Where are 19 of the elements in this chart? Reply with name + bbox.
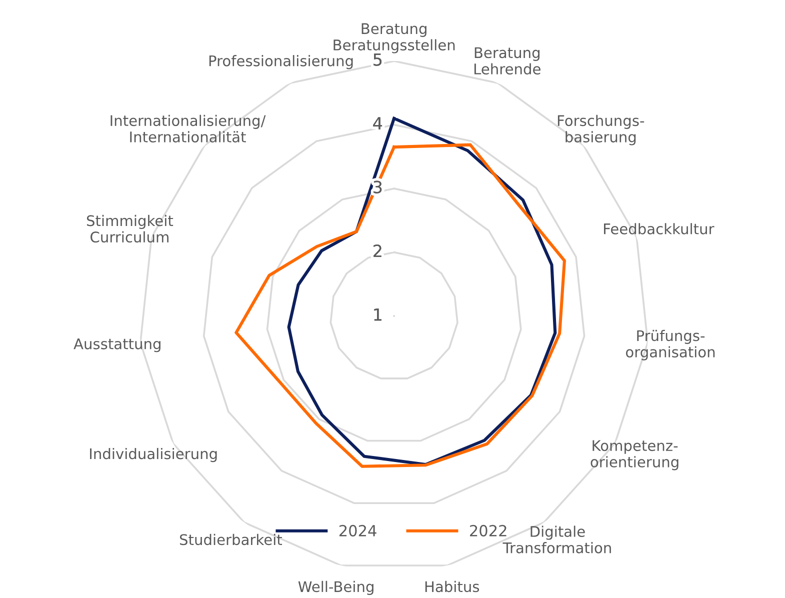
y-tick-label: 1 [374, 308, 382, 321]
spoke-label: Stimmigkeit Curriculum [86, 214, 174, 243]
y-tick-label: 4 [373, 117, 382, 130]
legend-label: 2024 [339, 524, 376, 536]
spoke-label: Habitus [425, 580, 480, 592]
spoke-label: Beratung Beratungsstellen [334, 23, 455, 54]
spoke-label: Well-Being [298, 580, 374, 595]
y-tick-label: 5 [374, 53, 382, 66]
spoke-label: Individualisierung [90, 448, 217, 462]
spoke-label: Forschungs- basierung [558, 114, 644, 146]
spoke-label: Studierbarkeit [180, 534, 282, 546]
y-tick-label: 2 [374, 244, 382, 257]
spoke-label: Feedbackkultur [604, 223, 714, 234]
spoke-label: Kompetenz- orientierung [590, 440, 678, 470]
spoke-label: Professionalisierung [209, 55, 353, 70]
spoke-label: Ausstattung [74, 338, 160, 352]
spoke-label: Beratung Lehrende [474, 47, 540, 75]
spoke-label: Prüfungs- organisation [626, 330, 715, 360]
spoke-label: Internationalisierung/ Internationalität [110, 114, 266, 142]
